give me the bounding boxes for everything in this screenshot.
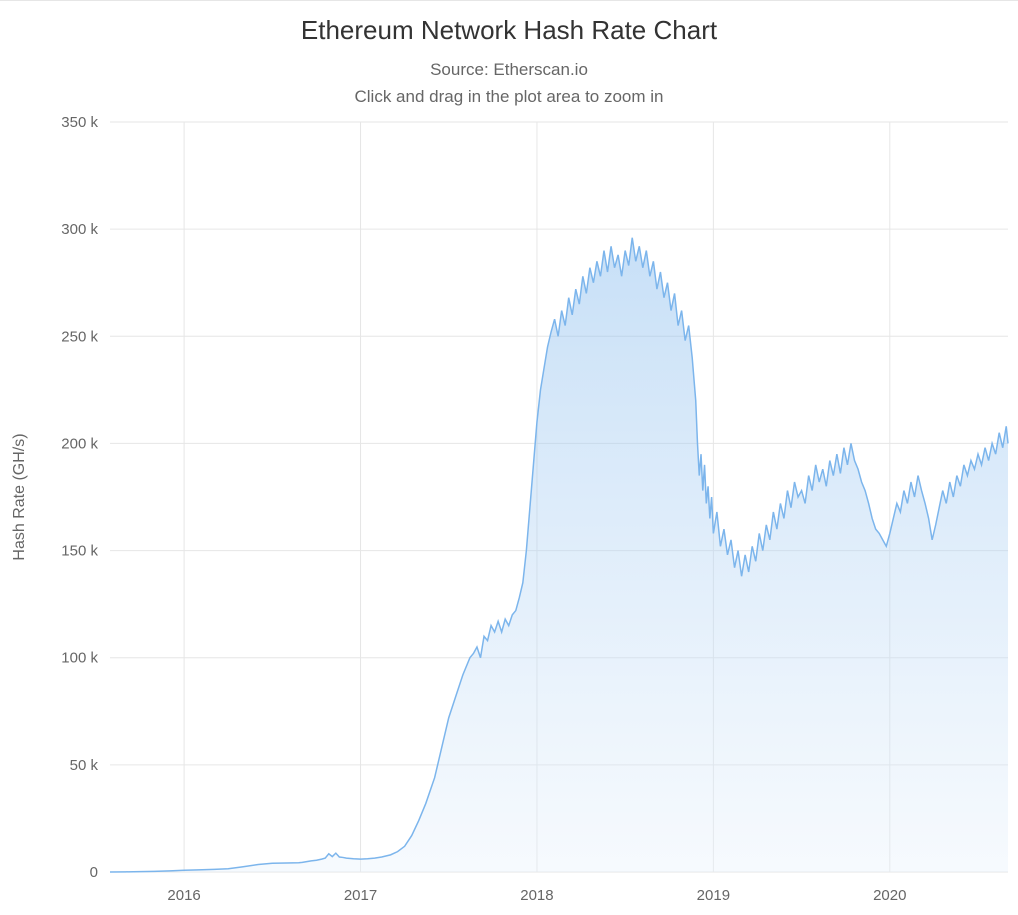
svg-text:200 k: 200 k bbox=[61, 436, 98, 453]
svg-text:2017: 2017 bbox=[344, 887, 377, 904]
subtitle-source: Source: Etherscan.io bbox=[430, 60, 588, 79]
svg-text:2018: 2018 bbox=[520, 887, 553, 904]
chart-container: Ethereum Network Hash Rate Chart Source:… bbox=[0, 0, 1018, 915]
chart-title: Ethereum Network Hash Rate Chart bbox=[0, 15, 1018, 46]
svg-text:150 k: 150 k bbox=[61, 543, 98, 560]
svg-text:Hash Rate (GH/s): Hash Rate (GH/s) bbox=[11, 434, 28, 561]
svg-text:50 k: 50 k bbox=[70, 757, 99, 774]
subtitle-instruction: Click and drag in the plot area to zoom … bbox=[354, 87, 663, 106]
chart-subtitle: Source: Etherscan.io Click and drag in t… bbox=[0, 56, 1018, 110]
svg-text:250 k: 250 k bbox=[61, 329, 98, 346]
plot-area[interactable]: 0 50 k 100 k 150 k 200 k 250 k 300 k 350 k 2016 2… bbox=[0, 110, 1018, 910]
svg-text:350 k: 350 k bbox=[61, 114, 98, 131]
svg-text:0: 0 bbox=[90, 864, 98, 881]
svg-text:2020: 2020 bbox=[873, 887, 906, 904]
svg-text:300 k: 300 k bbox=[61, 222, 98, 239]
svg-text:100 k: 100 k bbox=[61, 650, 98, 667]
svg-text:2016: 2016 bbox=[167, 887, 200, 904]
svg-text:2019: 2019 bbox=[697, 887, 730, 904]
